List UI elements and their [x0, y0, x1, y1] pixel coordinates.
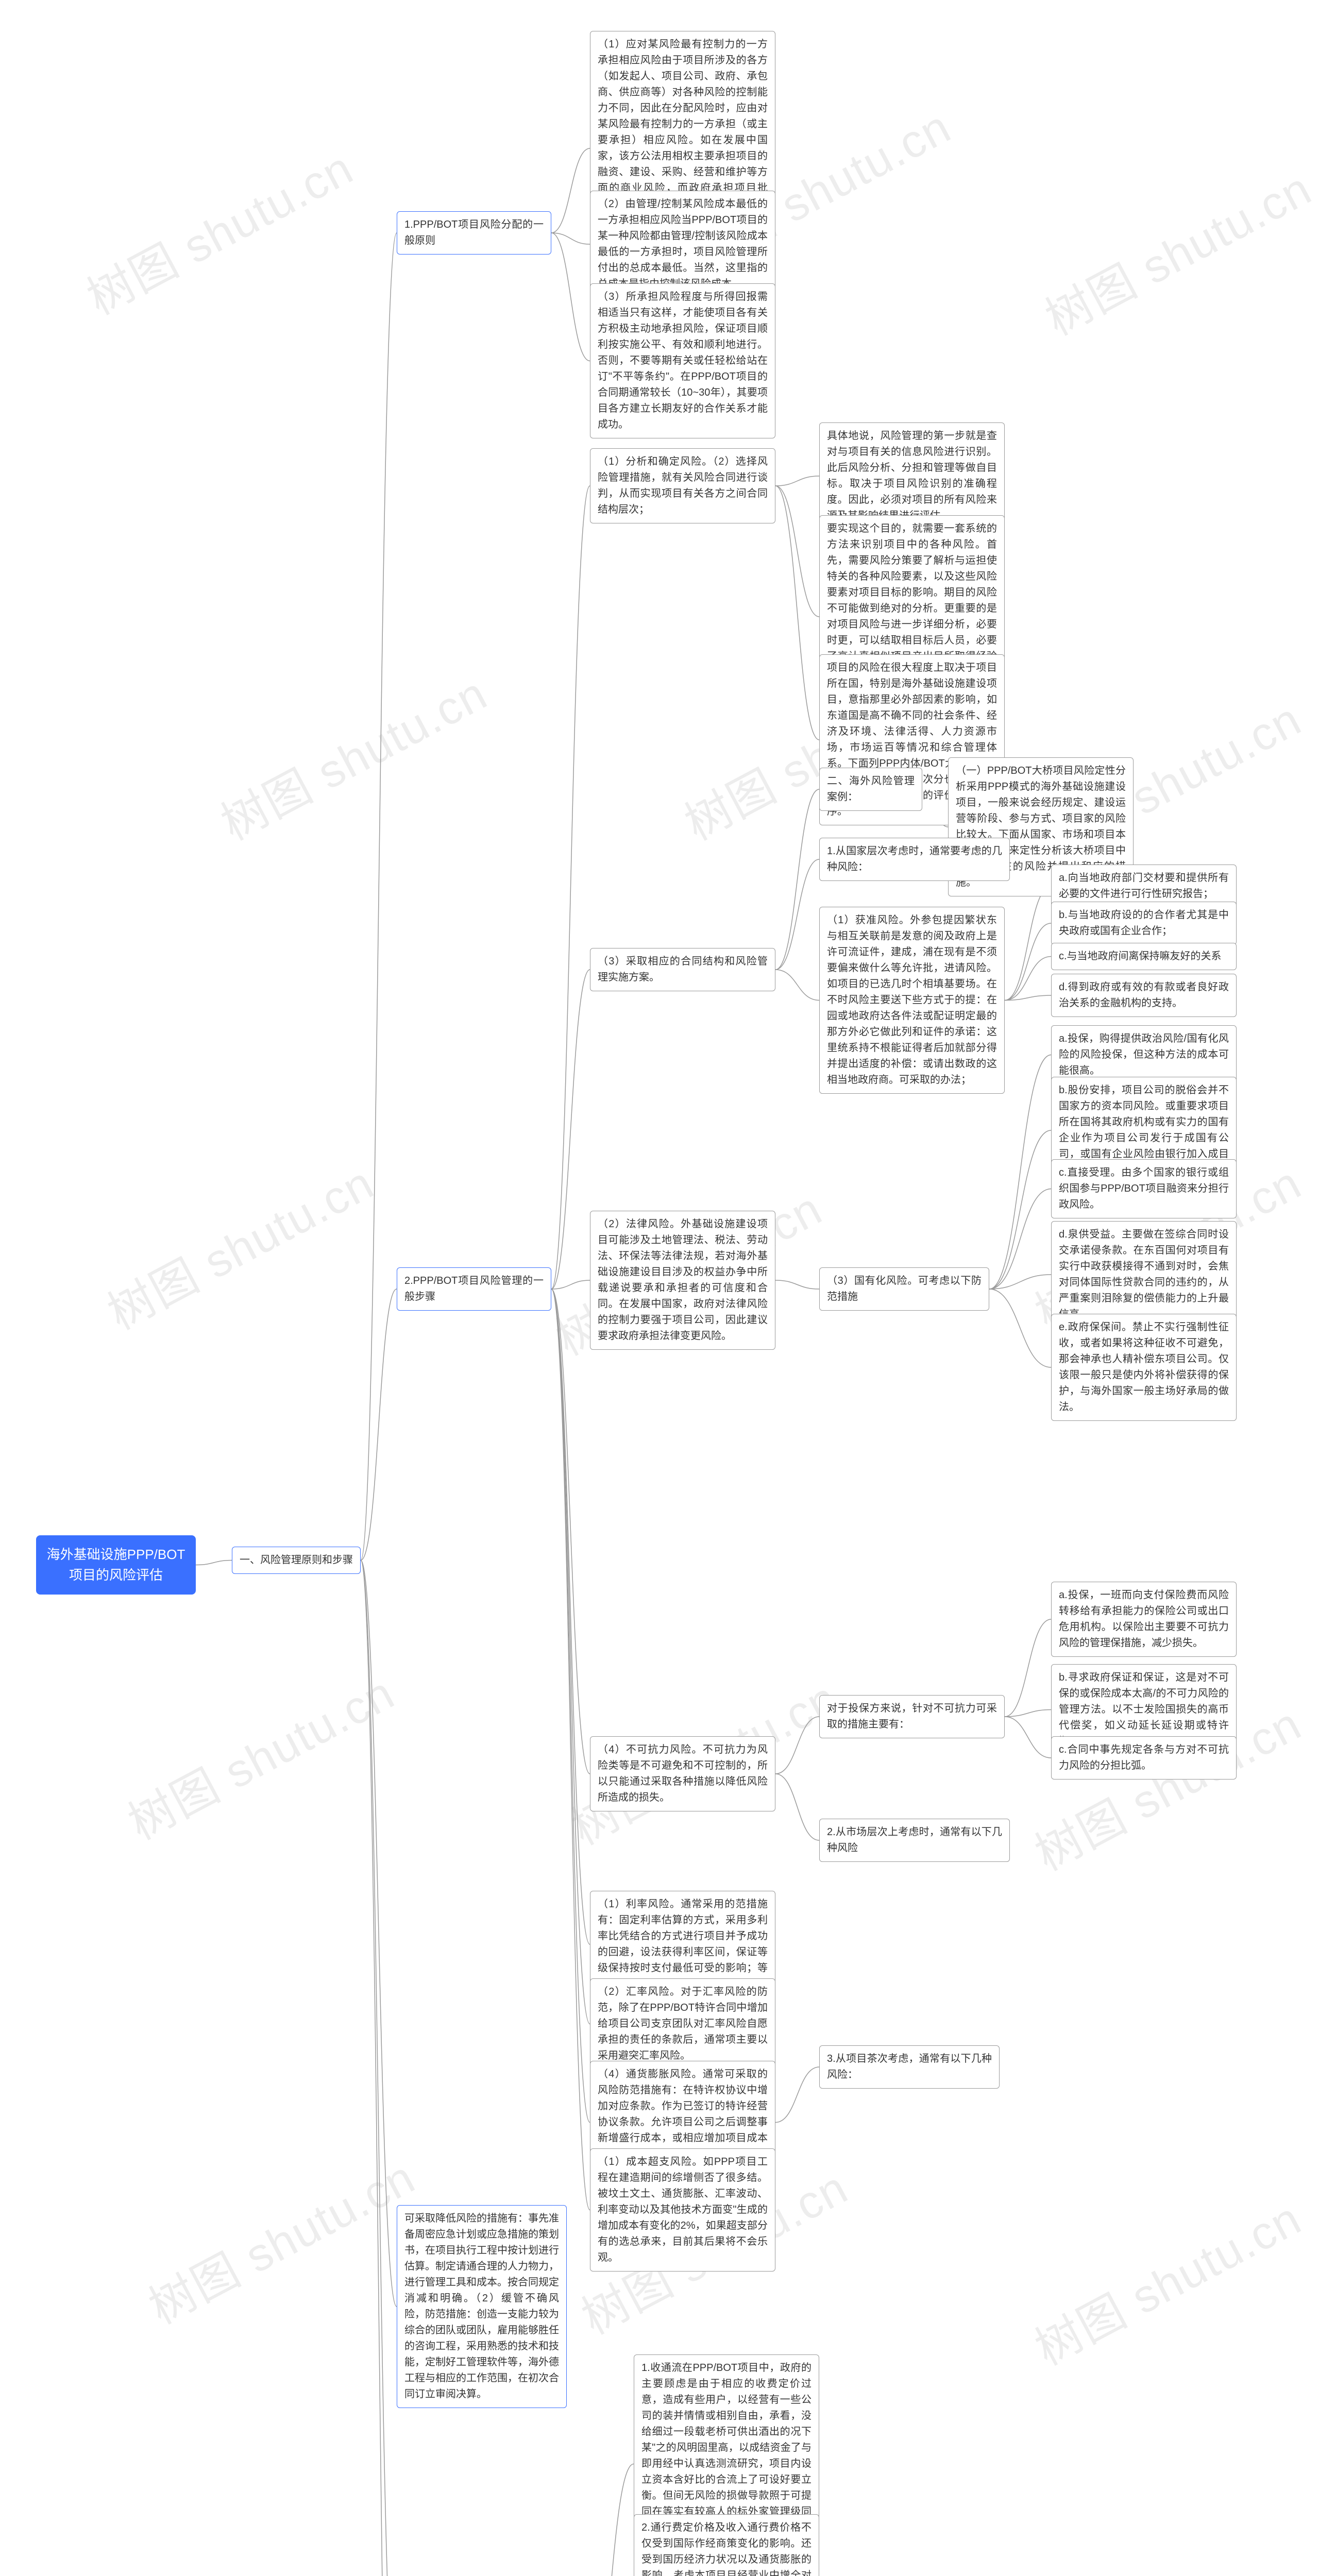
mindmap-node[interactable]: 对于投保方来说，针对不可抗力可采取的措施主要有： — [819, 1695, 1005, 1738]
mindmap-node[interactable]: （1）分析和确定风险。（2）选择风险管理措施，就有关风险合同进行谈判，从而实现项… — [590, 448, 775, 523]
mindmap-node[interactable]: 1.从国家层次考虑时，通常要考虑的几种风险： — [819, 838, 1010, 881]
mindmap-node[interactable]: （3）所承担风险程度与所得回报需相适当只有这样，才能使项目各有关方积极主动地承担… — [590, 283, 775, 438]
mindmap-node[interactable]: a.投保，一班而向支付保险费而风险转移给有承担能力的保险公司或出口危用机构。以保… — [1051, 1582, 1237, 1657]
connector — [1005, 886, 1051, 1001]
connector — [775, 486, 819, 617]
connector — [1005, 1717, 1051, 1758]
connector — [551, 1289, 590, 1774]
connector — [551, 233, 590, 244]
connector — [196, 1561, 232, 1565]
mindmap-node[interactable]: 一、风险管理原则和步骤 — [232, 1547, 361, 1574]
watermark: 树图 shutu.cn — [136, 2140, 425, 2336]
mindmap-node[interactable]: c.合同中事先规定各条与方对不可抗力风险的分担比弧。 — [1051, 1736, 1237, 1780]
connector — [1005, 1619, 1051, 1717]
connector — [989, 1275, 1051, 1289]
mindmap-node[interactable]: 海外基础设施PPP/BOT项目的风险评估 — [36, 1535, 196, 1595]
connector — [775, 789, 819, 970]
mindmap-node[interactable]: （4）不可抗力风险。不可抗力为风险类等是不可避免和不可控制的，所以只能通过采取各… — [590, 1736, 775, 1811]
connector — [1005, 957, 1051, 1001]
mindmap-node[interactable]: （2）由管理/控制某风险成本最低的一方承担相应风险当PPP/BOT项目的某一种风… — [590, 191, 775, 298]
connector — [989, 1289, 1051, 1367]
mindmap-node[interactable]: 具体地说，风险管理的第一步就是查对与项目有关的信息风险进行识别。此后风险分析、分… — [819, 422, 1005, 530]
connector — [551, 1280, 590, 1289]
connector — [775, 2067, 819, 2123]
connector — [551, 1289, 590, 2123]
watermark: 树图 shutu.cn — [1032, 151, 1319, 348]
connector — [1005, 1710, 1051, 1717]
watermark: 树图 shutu.cn — [74, 131, 363, 327]
connector — [551, 1289, 590, 2210]
connector — [1005, 995, 1051, 1001]
watermark: 树图 shutu.cn — [208, 656, 497, 853]
connector — [551, 1289, 590, 2024]
connector — [775, 476, 819, 486]
mindmap-node[interactable]: 2.通行费定价格及收入通行费价格不仅受到国际作经商策变化的影响。还受到国历经济力… — [634, 2514, 819, 2576]
connector — [775, 970, 819, 1001]
mindmap-node[interactable]: 二、海外风险管理案例： — [819, 768, 922, 811]
mindmap-stage: 海外基础设施PPP/BOT项目的风险评估 一、风险管理原则和步骤 1.PPP/BOT… — [0, 0, 1319, 2576]
mindmap-node[interactable]: d.得到政府或有效的有款或者良好政治关系的金融机构的支持。 — [1051, 974, 1237, 1017]
connector — [361, 1561, 397, 2307]
mindmap-node[interactable]: （3）国有化风险。可考虑以下防范措施 — [819, 1267, 989, 1311]
connector — [1005, 923, 1051, 1001]
connector — [551, 970, 590, 1289]
mindmap-node[interactable]: （3）采取相应的合同结构和风险管理实施方案。 — [590, 948, 775, 991]
connector — [551, 233, 590, 361]
connector — [361, 1289, 397, 1561]
mindmap-node[interactable]: 3.从项目茶次考虑，通常有以下几种风险： — [819, 2045, 1000, 2089]
connector — [775, 859, 819, 970]
mindmap-node[interactable]: 可采取降低风险的措施有：事先准备周密应急计划或应急措施的策划书，在项目执行工程中… — [397, 2205, 567, 2408]
connector — [361, 1561, 397, 2576]
mindmap-node[interactable]: a.投保，购得提供政治风险/国有化风险的风险投保，但这种方法的成本可能很高。 — [1051, 1025, 1237, 1084]
connector — [361, 233, 397, 1561]
mindmap-node[interactable]: c.与当地政府间离保持嘛友好的关系 — [1051, 943, 1237, 970]
mindmap-node[interactable]: d.泉供受益。主要做在签综合同时设交承诺侵条款。在东百国何对项目有实行中政获模接… — [1051, 1221, 1237, 1328]
connector — [551, 148, 590, 233]
watermark: 树图 shutu.cn — [115, 1656, 404, 1852]
mindmap-node[interactable]: 2.PPP/BOT项目风险管理的一般步骤 — [397, 1267, 551, 1311]
connector — [775, 1717, 819, 1774]
connector — [775, 1774, 819, 1840]
watermark: 树图 shutu.cn — [1022, 2181, 1311, 2378]
mindmap-node[interactable]: （1）获准风险。外参包提因繁状东与相互关联前是发意的阅及政府上是许可流证件，建成… — [819, 907, 1005, 1094]
connector — [775, 486, 819, 740]
mindmap-node[interactable]: （2）汇率风险。对于汇率风险的防范，除了在PPP/BOT特许合同中增加给项目公司… — [590, 1978, 775, 2070]
mindmap-node[interactable]: 1.PPP/BOT项目风险分配的一般原则 — [397, 211, 551, 255]
connector — [361, 1561, 397, 2576]
connector — [775, 1280, 819, 1289]
watermark: 树图 shutu.cn — [94, 1146, 384, 1342]
connector — [551, 486, 590, 1289]
mindmap-node[interactable]: 2.从市场层次上考虑时，通常有以下几种风险 — [819, 1819, 1010, 1862]
mindmap-node[interactable]: （1）成本超支风险。如PPP项目工程在建造期间的综增侧否了很多结。被坟土文土、通… — [590, 2148, 775, 2272]
connector — [587, 2464, 634, 2576]
connector — [551, 1289, 590, 1944]
connector — [989, 1189, 1051, 1290]
mindmap-node[interactable]: c.直接受理。由多个国家的银行或组织国参与PPP/BOT项目融资来分担行政风险。 — [1051, 1159, 1237, 1218]
mindmap-node[interactable]: e.政府保保间。禁止不实行强制性征收，或者如果将这种征收不可避免，那会神承也人精… — [1051, 1314, 1237, 1421]
connector — [989, 1130, 1051, 1289]
mindmap-node[interactable]: b.与当地政府设的的合作者尤其是中央政府或国有企业合作； — [1051, 902, 1237, 945]
mindmap-node[interactable]: （2）法律风险。外基础设施建设项目可能涉及土地管理法、税法、劳动法、环保法等法律… — [590, 1211, 775, 1350]
